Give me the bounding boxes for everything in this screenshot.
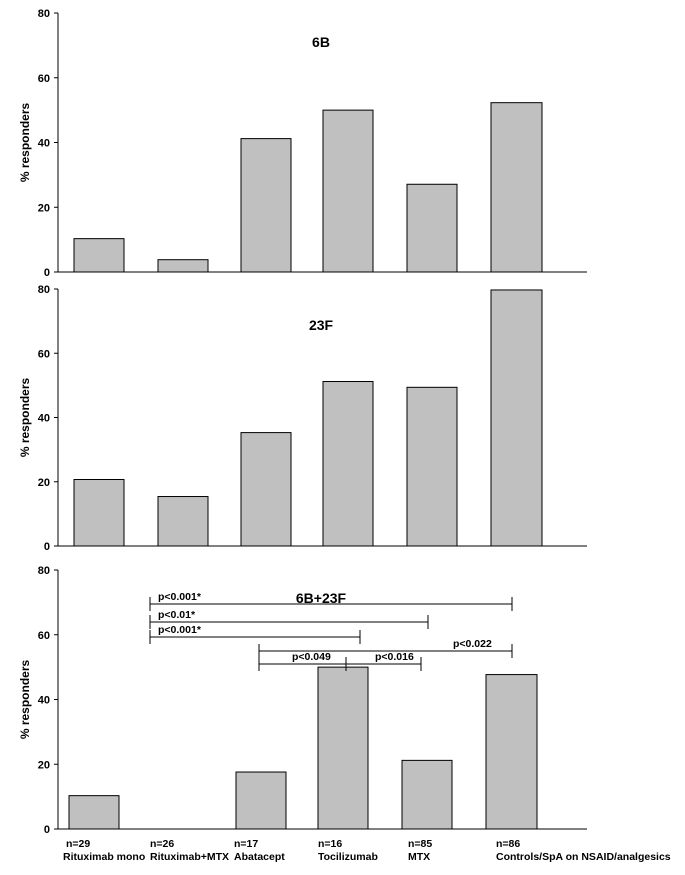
y-tick-label: 20 bbox=[38, 202, 50, 214]
bar-2 bbox=[157, 496, 209, 547]
y-tick-label: 0 bbox=[44, 267, 50, 279]
y-tick-label: 60 bbox=[38, 630, 50, 642]
p-value-label: p<0.016 bbox=[375, 651, 414, 663]
significance-bracket: p<0.049 bbox=[258, 651, 347, 671]
bar-6 bbox=[485, 674, 538, 830]
bar-1 bbox=[73, 479, 125, 547]
y-axis-label: % responders bbox=[18, 659, 32, 739]
category-label: Rituximab+MTX bbox=[150, 851, 229, 863]
bar-4 bbox=[322, 109, 374, 273]
bar-1 bbox=[73, 238, 125, 273]
bar-3 bbox=[235, 771, 287, 830]
bar-3 bbox=[240, 432, 292, 547]
bar-4 bbox=[322, 381, 374, 547]
panel-6b-plus-23f: 0 20 40 60 80 % responders 6B+23F p<0.001* p<0.0… bbox=[18, 565, 671, 863]
y-axis-label: % responders bbox=[18, 377, 32, 457]
p-value-label: p<0.022 bbox=[453, 638, 492, 650]
y-axis-label: % responders bbox=[18, 102, 32, 182]
y-tick-label: 40 bbox=[38, 138, 50, 150]
panel-title: 6B+23F bbox=[296, 590, 347, 606]
p-value-label: p<0.049 bbox=[292, 651, 331, 663]
y-tick-label: 40 bbox=[38, 695, 50, 707]
bar-6 bbox=[490, 102, 543, 273]
bar-5 bbox=[406, 183, 458, 273]
n-label: n=85 bbox=[408, 838, 432, 850]
n-label: n=86 bbox=[496, 838, 520, 850]
significance-bracket: p<0.022 bbox=[258, 638, 513, 658]
bar-5 bbox=[406, 386, 458, 547]
significance-bracket: p<0.001* bbox=[149, 591, 513, 611]
panel-23f: 0 20 40 60 80 % responders 23F bbox=[18, 284, 587, 553]
bar-3 bbox=[240, 138, 292, 273]
category-label: Rituximab mono bbox=[63, 851, 145, 863]
category-label: Tocilizumab bbox=[318, 851, 378, 863]
bar-1 bbox=[68, 795, 120, 830]
y-tick-label: 80 bbox=[38, 284, 50, 296]
significance-bracket: p<0.001* bbox=[149, 624, 361, 644]
category-label: Abatacept bbox=[234, 851, 285, 863]
y-tick-label: 80 bbox=[38, 8, 50, 20]
significance-bracket: p<0.01* bbox=[149, 609, 429, 629]
bar-2 bbox=[157, 259, 209, 273]
bar-4 bbox=[317, 666, 369, 830]
n-label: n=17 bbox=[234, 838, 258, 850]
panel-title: 6B bbox=[312, 34, 330, 50]
y-tick-label: 60 bbox=[38, 73, 50, 85]
y-tick-label: 0 bbox=[44, 824, 50, 836]
panel-6b: 0 20 40 60 80 % responders 6B bbox=[18, 8, 587, 279]
n-label: n=16 bbox=[318, 838, 342, 850]
p-value-label: p<0.001* bbox=[158, 624, 202, 636]
y-tick-label: 80 bbox=[38, 565, 50, 577]
n-label: n=26 bbox=[150, 838, 174, 850]
y-tick-label: 40 bbox=[38, 413, 50, 425]
y-tick-label: 0 bbox=[44, 541, 50, 553]
significance-bracket: p<0.016 bbox=[345, 651, 422, 671]
p-value-label: p<0.001* bbox=[158, 591, 202, 603]
bar-5 bbox=[401, 759, 453, 830]
category-label: MTX bbox=[408, 851, 430, 863]
n-label: n=29 bbox=[66, 838, 90, 850]
y-tick-label: 20 bbox=[38, 477, 50, 489]
y-tick-label: 60 bbox=[38, 348, 50, 360]
p-value-label: p<0.01* bbox=[158, 609, 196, 621]
panel-title: 23F bbox=[309, 317, 334, 333]
y-tick-label: 20 bbox=[38, 759, 50, 771]
category-label: Controls/SpA on NSAID/analgesics bbox=[496, 851, 671, 863]
bar-6 bbox=[490, 289, 543, 547]
